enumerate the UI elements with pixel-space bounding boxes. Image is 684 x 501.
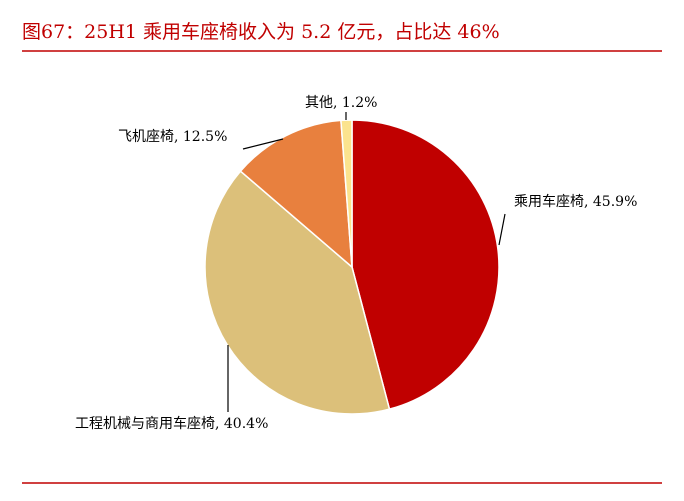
leader-line: [242, 138, 284, 150]
leader-line: [498, 213, 506, 246]
data-label: 乘用车座椅, 45.9%: [514, 193, 637, 210]
pie-slice: [351, 119, 500, 411]
pie-slice: [204, 170, 391, 415]
data-label: 飞机座椅, 12.5%: [118, 129, 227, 145]
data-label: 工程机械与商用车座椅, 40.4%: [75, 415, 268, 432]
chart-title: 图67：25H1 乘用车座椅收入为 5.2 亿元，占比达 46%: [22, 21, 500, 43]
pie-slice: [340, 119, 353, 268]
pie-slice: [239, 119, 353, 269]
data-label: 其他, 1.2%: [305, 95, 377, 111]
